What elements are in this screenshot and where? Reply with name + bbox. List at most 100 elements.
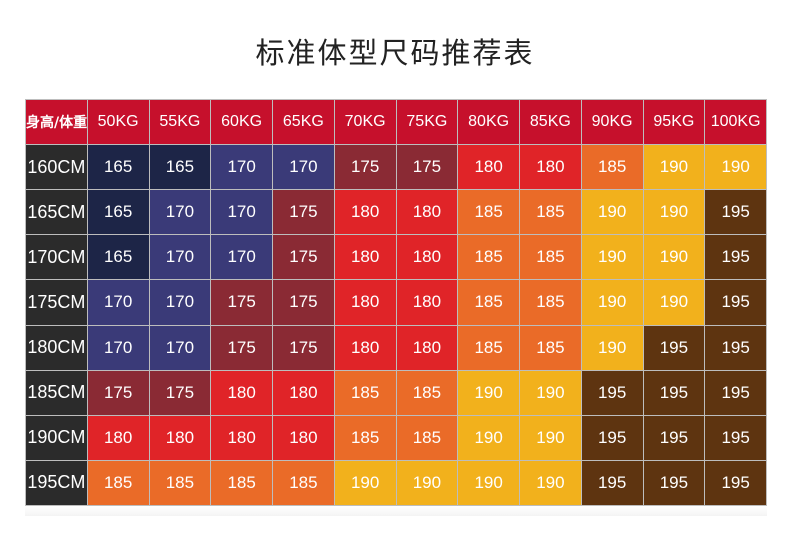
size-cell: 185 xyxy=(395,369,459,416)
size-cell: 195 xyxy=(704,414,767,461)
size-cell: 185 xyxy=(457,279,520,326)
size-cell: 180 xyxy=(395,189,459,236)
table-row: 195CM 185 185 185 185 190 190 190 190 195 195 195 xyxy=(25,459,767,507)
size-cell: 195 xyxy=(580,459,644,507)
height-label: 170CM xyxy=(25,234,88,281)
size-cell: 180 xyxy=(395,324,459,371)
size-cell: 185 xyxy=(86,459,150,507)
size-cell: 185 xyxy=(457,189,520,236)
size-cell: 180 xyxy=(210,369,273,416)
size-cell: 180 xyxy=(519,143,582,191)
size-cell: 170 xyxy=(210,143,273,191)
size-cell: 165 xyxy=(86,189,150,236)
size-cell: 190 xyxy=(457,369,520,416)
size-cell: 190 xyxy=(519,369,582,416)
size-cell: 190 xyxy=(642,279,706,326)
size-cell: 175 xyxy=(272,189,335,236)
weight-header: 80KG xyxy=(457,99,520,145)
size-cell: 170 xyxy=(272,143,335,191)
size-cell: 180 xyxy=(395,279,459,326)
size-cell: 175 xyxy=(148,369,212,416)
size-cell: 175 xyxy=(210,324,273,371)
size-cell: 190 xyxy=(333,459,397,507)
weight-header: 85KG xyxy=(519,99,582,145)
size-cell: 190 xyxy=(704,143,767,191)
size-cell: 180 xyxy=(333,189,397,236)
size-cell: 195 xyxy=(704,459,767,507)
size-cell: 170 xyxy=(210,189,273,236)
size-cell: 180 xyxy=(272,414,335,461)
size-cell: 190 xyxy=(580,279,644,326)
size-cell: 165 xyxy=(148,143,212,191)
size-cell: 195 xyxy=(642,459,706,507)
weight-header: 90KG xyxy=(580,99,644,145)
size-cell: 195 xyxy=(704,369,767,416)
weight-header: 95KG xyxy=(642,99,706,145)
table-row: 165CM 165 170 170 175 180 180 185 185 190 190 195 xyxy=(25,189,767,236)
size-cell: 195 xyxy=(704,324,767,371)
size-cell: 185 xyxy=(148,459,212,507)
size-chart: 身高/体重 50KG 55KG 60KG 65KG 70KG 75KG 80KG 85KG 90… xyxy=(25,99,767,507)
size-cell: 185 xyxy=(210,459,273,507)
size-cell: 185 xyxy=(457,324,520,371)
size-cell: 175 xyxy=(86,369,150,416)
size-cell: 185 xyxy=(333,369,397,416)
height-label: 185CM xyxy=(25,369,88,416)
size-cell: 170 xyxy=(86,324,150,371)
size-cell: 180 xyxy=(333,234,397,281)
size-cell: 190 xyxy=(580,324,644,371)
size-cell: 190 xyxy=(580,189,644,236)
height-label: 180CM xyxy=(25,324,88,371)
size-cell: 190 xyxy=(395,459,459,507)
weight-header: 75KG xyxy=(395,99,459,145)
size-cell: 180 xyxy=(395,234,459,281)
size-cell: 170 xyxy=(210,234,273,281)
size-cell: 195 xyxy=(642,324,706,371)
size-cell: 170 xyxy=(148,189,212,236)
weight-header: 55KG xyxy=(148,99,212,145)
table-row: 160CM 165 165 170 170 175 175 180 180 185 190 190 xyxy=(25,143,767,191)
corner-label: 身高/体重 xyxy=(25,99,88,145)
height-label: 190CM xyxy=(25,414,88,461)
height-label: 160CM xyxy=(25,143,88,191)
size-cell: 185 xyxy=(519,324,582,371)
size-cell: 175 xyxy=(272,279,335,326)
size-cell: 185 xyxy=(457,234,520,281)
bottom-shadow xyxy=(25,506,767,516)
size-cell: 195 xyxy=(704,189,767,236)
size-cell: 190 xyxy=(642,143,706,191)
size-cell: 180 xyxy=(333,279,397,326)
weight-header: 100KG xyxy=(704,99,767,145)
size-cell: 190 xyxy=(457,459,520,507)
table-row: 180CM 170 170 175 175 180 180 185 185 190 195 195 xyxy=(25,324,767,371)
weight-header: 50KG xyxy=(86,99,150,145)
size-cell: 185 xyxy=(519,279,582,326)
table-row: 185CM 175 175 180 180 185 185 190 190 195 195 195 xyxy=(25,369,767,416)
size-cell: 175 xyxy=(395,143,459,191)
size-cell: 175 xyxy=(272,234,335,281)
header-row: 身高/体重 50KG 55KG 60KG 65KG 70KG 75KG 80KG 85KG 90… xyxy=(25,99,767,145)
size-cell: 185 xyxy=(580,143,644,191)
size-cell: 190 xyxy=(519,414,582,461)
size-cell: 190 xyxy=(519,459,582,507)
size-cell: 170 xyxy=(148,234,212,281)
size-cell: 195 xyxy=(704,279,767,326)
size-cell: 185 xyxy=(519,189,582,236)
size-cell: 175 xyxy=(333,143,397,191)
size-cell: 180 xyxy=(333,324,397,371)
size-table: 身高/体重 50KG 55KG 60KG 65KG 70KG 75KG 80KG 85KG 90… xyxy=(25,99,767,507)
size-cell: 190 xyxy=(642,234,706,281)
height-label: 165CM xyxy=(25,189,88,236)
size-cell: 180 xyxy=(148,414,212,461)
weight-header: 70KG xyxy=(333,99,397,145)
page-title: 标准体型尺码推荐表 xyxy=(255,36,535,70)
size-cell: 180 xyxy=(86,414,150,461)
size-cell: 190 xyxy=(457,414,520,461)
table-body: 160CM 165 165 170 170 175 175 180 180 185 190 190 16… xyxy=(25,143,767,507)
size-cell: 180 xyxy=(457,143,520,191)
size-cell: 180 xyxy=(272,369,335,416)
size-cell: 190 xyxy=(580,234,644,281)
height-label: 175CM xyxy=(25,279,88,326)
weight-header: 60KG xyxy=(210,99,273,145)
size-cell: 195 xyxy=(580,369,644,416)
